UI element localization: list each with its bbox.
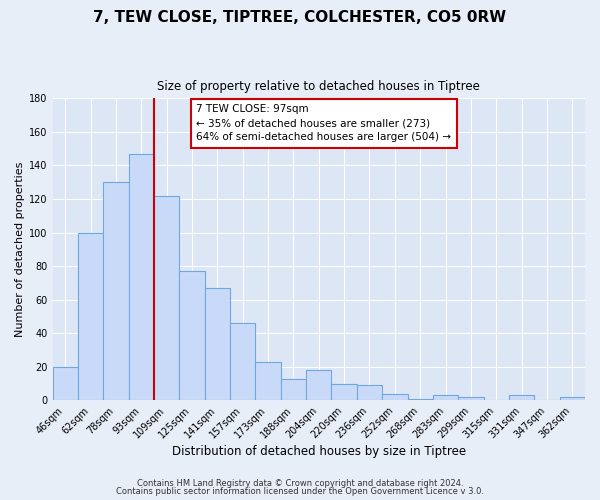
Bar xyxy=(382,394,407,400)
Bar xyxy=(560,397,585,400)
Bar xyxy=(128,154,154,400)
Text: Contains public sector information licensed under the Open Government Licence v : Contains public sector information licen… xyxy=(116,487,484,496)
Bar xyxy=(509,396,534,400)
Text: 7, TEW CLOSE, TIPTREE, COLCHESTER, CO5 0RW: 7, TEW CLOSE, TIPTREE, COLCHESTER, CO5 0… xyxy=(94,10,506,25)
Bar xyxy=(53,367,78,400)
X-axis label: Distribution of detached houses by size in Tiptree: Distribution of detached houses by size … xyxy=(172,444,466,458)
Bar xyxy=(230,324,256,400)
Text: Contains HM Land Registry data © Crown copyright and database right 2024.: Contains HM Land Registry data © Crown c… xyxy=(137,478,463,488)
Bar xyxy=(154,196,179,400)
Bar xyxy=(433,396,458,400)
Bar xyxy=(331,384,357,400)
Bar xyxy=(179,271,205,400)
Bar xyxy=(78,232,103,400)
Bar xyxy=(103,182,128,400)
Bar xyxy=(256,362,281,401)
Bar xyxy=(458,397,484,400)
Bar xyxy=(306,370,331,400)
Bar xyxy=(281,378,306,400)
Title: Size of property relative to detached houses in Tiptree: Size of property relative to detached ho… xyxy=(157,80,480,93)
Y-axis label: Number of detached properties: Number of detached properties xyxy=(15,162,25,337)
Bar xyxy=(205,288,230,401)
Bar xyxy=(357,386,382,400)
Bar xyxy=(407,399,433,400)
Text: 7 TEW CLOSE: 97sqm
← 35% of detached houses are smaller (273)
64% of semi-detach: 7 TEW CLOSE: 97sqm ← 35% of detached hou… xyxy=(196,104,451,142)
